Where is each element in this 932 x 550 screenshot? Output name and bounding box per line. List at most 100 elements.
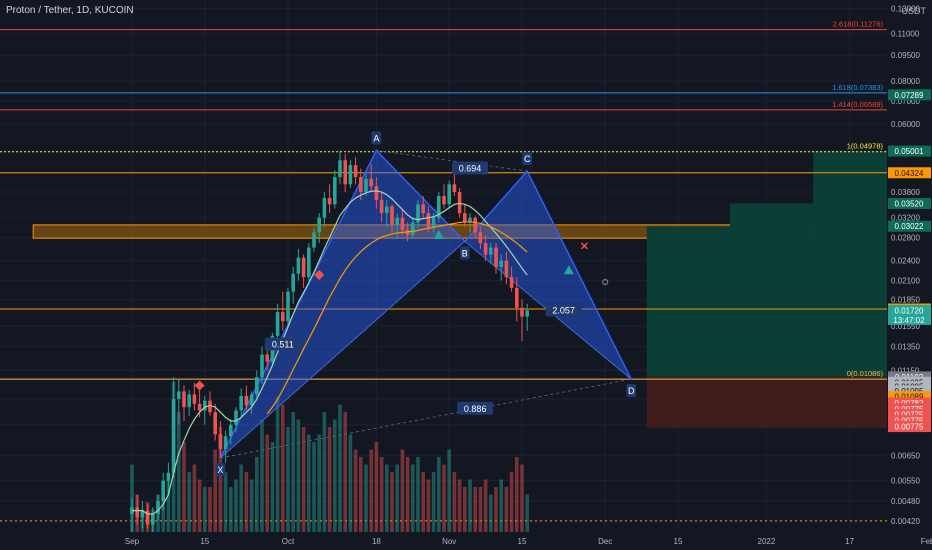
volume-bar bbox=[307, 434, 311, 532]
point-label-d: D bbox=[628, 386, 635, 396]
point-label-x-bg bbox=[215, 463, 226, 477]
volume-bar bbox=[509, 472, 514, 532]
volume-bar bbox=[457, 479, 462, 532]
volume-bar bbox=[504, 487, 509, 532]
price-tick-label: 0.13000 bbox=[891, 4, 920, 13]
volume-bar bbox=[499, 479, 503, 532]
price-tick-label: 0.09500 bbox=[891, 51, 920, 60]
stop-zone bbox=[646, 376, 730, 429]
candle-body bbox=[145, 510, 150, 525]
volume-bar bbox=[203, 487, 207, 532]
candle-body bbox=[223, 436, 228, 449]
time-tick-label: 18 bbox=[372, 537, 381, 546]
candle-body bbox=[483, 243, 488, 255]
price-tick-label: 0.01850 bbox=[891, 296, 920, 305]
price-label-bg bbox=[888, 409, 931, 421]
price-label-bg bbox=[888, 403, 931, 415]
candle-body bbox=[171, 399, 176, 473]
candle-body bbox=[473, 217, 477, 233]
volume-bar bbox=[218, 427, 223, 532]
volume-bar bbox=[244, 472, 249, 532]
volume-bar bbox=[483, 479, 488, 532]
fib-level-label: 1.618(0.07383) bbox=[832, 83, 883, 92]
candle-body bbox=[499, 260, 503, 268]
volume-bar bbox=[338, 404, 342, 532]
candle-body bbox=[525, 310, 529, 317]
candle-body bbox=[374, 186, 379, 201]
candle-body bbox=[151, 513, 155, 525]
volume-bar bbox=[197, 479, 202, 532]
price-label: 0.03022 bbox=[895, 222, 924, 231]
volume-bar bbox=[379, 457, 384, 532]
volume-bar bbox=[275, 397, 280, 532]
candle-body bbox=[489, 247, 493, 255]
price-tick-label: 0.01350 bbox=[891, 343, 920, 352]
price-label-bg bbox=[888, 197, 931, 209]
volume-bar bbox=[452, 472, 457, 532]
time-tick-label: Nov bbox=[442, 537, 456, 546]
point-label-a-bg bbox=[371, 131, 382, 145]
point-label-x: X bbox=[217, 465, 223, 475]
candle-body bbox=[447, 184, 451, 205]
candle-body bbox=[509, 277, 514, 288]
volume-bar bbox=[177, 412, 181, 532]
time-tick-label: 15 bbox=[674, 537, 683, 546]
candle-body bbox=[244, 395, 249, 406]
candle-body bbox=[312, 232, 316, 248]
volume-bar bbox=[374, 442, 379, 532]
price-label: 0.05001 bbox=[895, 147, 924, 156]
volume-bar bbox=[489, 494, 493, 532]
candle-body bbox=[452, 184, 457, 193]
time-axis[interactable]: Sep15Oct18Nov15Dec15202217Feb15Mar15Apr bbox=[0, 532, 932, 550]
price-tick-label: 0.03200 bbox=[891, 214, 920, 223]
circle-marker bbox=[602, 278, 609, 286]
point-label-b: B bbox=[462, 248, 468, 258]
time-tick-label: Oct bbox=[282, 537, 295, 546]
candle-body bbox=[275, 312, 280, 336]
candle-body bbox=[291, 273, 295, 292]
price-axis[interactable]: 0.13000 0.11000 0.09500 0.08000 0.07000 0.060… bbox=[888, 4, 931, 526]
volume-bar bbox=[463, 487, 467, 532]
candle-body bbox=[322, 198, 327, 218]
triangle-marker bbox=[563, 265, 574, 275]
price-label-bg bbox=[888, 385, 931, 397]
candle-body bbox=[359, 177, 363, 193]
point-label-d-bg bbox=[626, 384, 636, 398]
volume-bar bbox=[515, 457, 519, 532]
volume-bar bbox=[291, 412, 295, 532]
volume-bar bbox=[385, 464, 389, 532]
currency-label: USDT bbox=[901, 6, 927, 16]
candle-body bbox=[208, 400, 212, 413]
volume-bar bbox=[468, 479, 472, 532]
volume-bar bbox=[421, 472, 425, 532]
candle-body bbox=[156, 500, 160, 514]
fib-level-label: 2.618(0.11276) bbox=[833, 20, 884, 29]
point-label-c: C bbox=[524, 154, 531, 164]
candle-body bbox=[213, 412, 217, 435]
diamond-marker bbox=[314, 270, 325, 281]
price-tick-label: 0.11000 bbox=[891, 29, 920, 38]
volume-bar bbox=[473, 487, 477, 532]
volume-bar bbox=[416, 457, 420, 532]
candle-body bbox=[317, 217, 321, 233]
candle-body bbox=[281, 312, 285, 322]
volume-bars bbox=[130, 382, 529, 532]
volume-bar bbox=[343, 412, 347, 532]
volume-bar bbox=[312, 442, 316, 532]
candle-body bbox=[353, 165, 358, 178]
volume-bar bbox=[400, 449, 405, 532]
pattern-ratio-line bbox=[220, 378, 632, 459]
price-label: 0.01089 bbox=[895, 393, 924, 402]
candle-body bbox=[140, 510, 145, 518]
price-tick-label: 0.00550 bbox=[891, 477, 920, 486]
volume-bar bbox=[426, 479, 431, 532]
ma-slow-line bbox=[266, 221, 528, 415]
symbol-title[interactable]: Proton / Tether, 1D, KUCOIN bbox=[6, 5, 134, 16]
candle-body bbox=[255, 377, 259, 395]
candle-body bbox=[348, 165, 353, 185]
candle-body bbox=[135, 507, 139, 518]
candle-body bbox=[457, 192, 462, 214]
volume-bar bbox=[301, 427, 306, 532]
candle-body bbox=[260, 354, 264, 378]
